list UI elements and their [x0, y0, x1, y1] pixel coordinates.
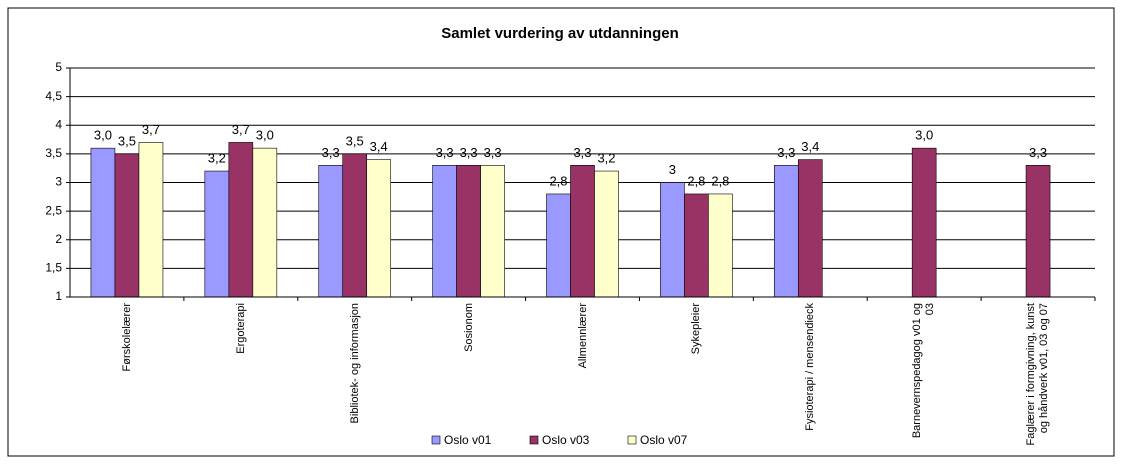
y-tick-label: 2,5	[45, 203, 62, 217]
legend-swatch	[529, 435, 539, 445]
legend-label: Oslo v01	[444, 433, 492, 447]
data-label: 3,3	[460, 145, 478, 160]
bar	[708, 193, 733, 298]
data-label: 3,3	[322, 145, 340, 160]
data-label: 3,3	[777, 145, 795, 160]
legend-swatch	[627, 435, 637, 445]
bar	[228, 142, 254, 298]
y-tick-label: 3,5	[45, 146, 62, 160]
bar	[114, 153, 140, 298]
data-label: 3,3	[573, 145, 591, 160]
data-label: 3,5	[346, 133, 364, 148]
bar	[684, 193, 709, 298]
data-label: 3	[669, 162, 676, 177]
bar	[90, 147, 116, 298]
y-tick-label: 1	[55, 289, 62, 303]
legend-label: Oslo v07	[640, 433, 688, 447]
bar	[342, 153, 368, 298]
bar	[911, 147, 937, 298]
y-tick-label: 1,5	[45, 261, 62, 275]
bar	[480, 165, 505, 298]
data-label: 3,2	[597, 150, 615, 165]
bar	[797, 159, 823, 298]
bar	[432, 165, 457, 298]
data-label: 3,3	[1029, 145, 1047, 160]
bar	[570, 165, 595, 298]
data-label: 3,5	[118, 133, 136, 148]
bar	[366, 159, 392, 298]
bar	[546, 193, 571, 298]
x-tick-label: Sykepleier	[689, 303, 702, 355]
y-tick-label: 2	[55, 232, 62, 246]
bar	[204, 170, 230, 298]
x-tick-label: Allmennlærer	[576, 303, 588, 369]
data-label: 2,8	[711, 173, 729, 188]
bar	[660, 182, 685, 298]
data-label: 3,7	[142, 122, 160, 137]
x-tick-label: Faglærer i formgivning, kunst og håndver…	[1025, 303, 1051, 446]
bar	[252, 147, 278, 298]
data-label: 3,3	[436, 145, 454, 160]
x-tick-label: Fysioterapi / mensendieck	[803, 303, 816, 431]
data-label: 3,4	[370, 139, 388, 154]
data-label: 3,0	[915, 128, 933, 143]
y-tick-label: 4	[55, 117, 62, 131]
bar	[138, 142, 164, 298]
bar	[773, 165, 799, 298]
x-tick-label: Ergoterapi	[234, 303, 247, 354]
legend-label: Oslo v03	[542, 433, 590, 447]
bar	[456, 165, 481, 298]
data-label: 2,8	[687, 173, 705, 188]
data-label: 3,2	[208, 150, 226, 165]
data-label: 2,8	[549, 173, 567, 188]
data-label: 3,0	[256, 128, 274, 143]
y-tick-label: 3	[55, 175, 62, 189]
x-tick-label: Førskolelærer	[120, 303, 133, 372]
legend-swatch	[431, 435, 441, 445]
x-tick-label: Sosionom	[462, 303, 475, 352]
bar	[594, 170, 619, 298]
y-tick-label: 4,5	[45, 89, 62, 103]
data-label: 3,7	[232, 122, 250, 137]
y-tick-label: 5	[55, 60, 62, 74]
bar	[1025, 165, 1051, 298]
data-label: 3,0	[94, 128, 112, 143]
data-label: 3,3	[484, 145, 502, 160]
data-label: 3,4	[801, 139, 819, 154]
bar	[318, 165, 344, 298]
x-tick-label: Barnevernspedagog v01 og 03	[911, 303, 937, 439]
chart-title: Samlet vurdering av utdanningen	[441, 25, 679, 42]
x-tick-label: Bibliotek- og informasjon	[348, 303, 361, 424]
